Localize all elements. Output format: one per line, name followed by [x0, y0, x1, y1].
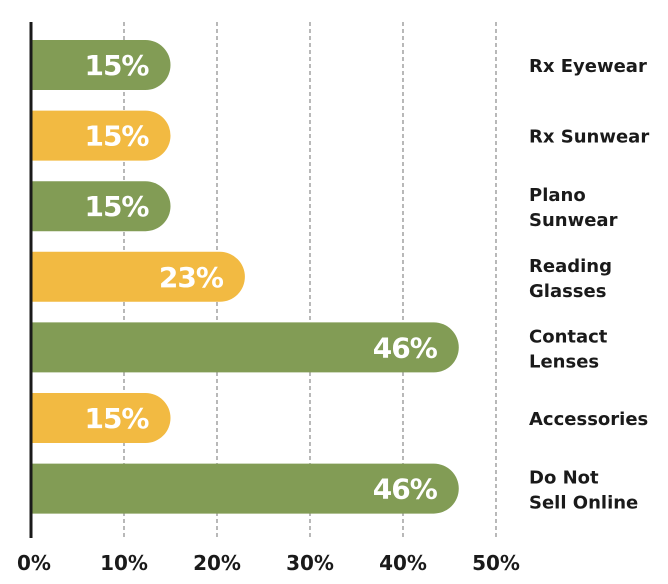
bar — [31, 40, 171, 90]
category-label: Rx Eyewear — [529, 56, 647, 77]
bar — [31, 110, 171, 161]
category-label: Lenses — [529, 351, 599, 372]
category-label: Plano — [529, 185, 586, 206]
bar — [31, 392, 171, 443]
category-label: Contact — [529, 326, 608, 347]
data-label: 15% — [84, 120, 149, 153]
bars: 15% 15% 15% 23% 46% 15% 46% — [31, 40, 459, 514]
data-label: 46% — [373, 331, 438, 364]
gridlines — [123, 22, 497, 538]
x-tick-labels: 0% 10% 20% 30% 40% 50% — [17, 551, 520, 575]
data-label: 15% — [84, 190, 149, 223]
x-tick-label: 0% — [17, 551, 51, 575]
bar — [31, 463, 459, 514]
x-tick-label: 30% — [286, 551, 334, 575]
bar — [31, 251, 245, 302]
data-label: 46% — [373, 473, 438, 506]
data-label: 15% — [84, 402, 149, 435]
category-label: Sell Online — [529, 493, 638, 514]
category-label: Accessories — [529, 409, 648, 430]
category-labels: Rx Eyewear Rx Sunwear Plano Sunwear Reading G… — [529, 56, 649, 514]
category-label: Do Not — [529, 468, 599, 489]
x-tick-label: 20% — [193, 551, 241, 575]
bar — [31, 181, 171, 232]
category-label: Sunwear — [529, 210, 618, 231]
category-label: Rx Sunwear — [529, 127, 649, 148]
bar — [31, 322, 459, 373]
x-tick-label: 10% — [100, 551, 148, 575]
category-label: Glasses — [529, 281, 606, 302]
data-label: 15% — [84, 49, 149, 82]
x-tick-label: 50% — [472, 551, 520, 575]
x-tick-label: 40% — [379, 551, 427, 575]
category-label: Reading — [529, 256, 612, 277]
data-label: 23% — [159, 261, 224, 294]
